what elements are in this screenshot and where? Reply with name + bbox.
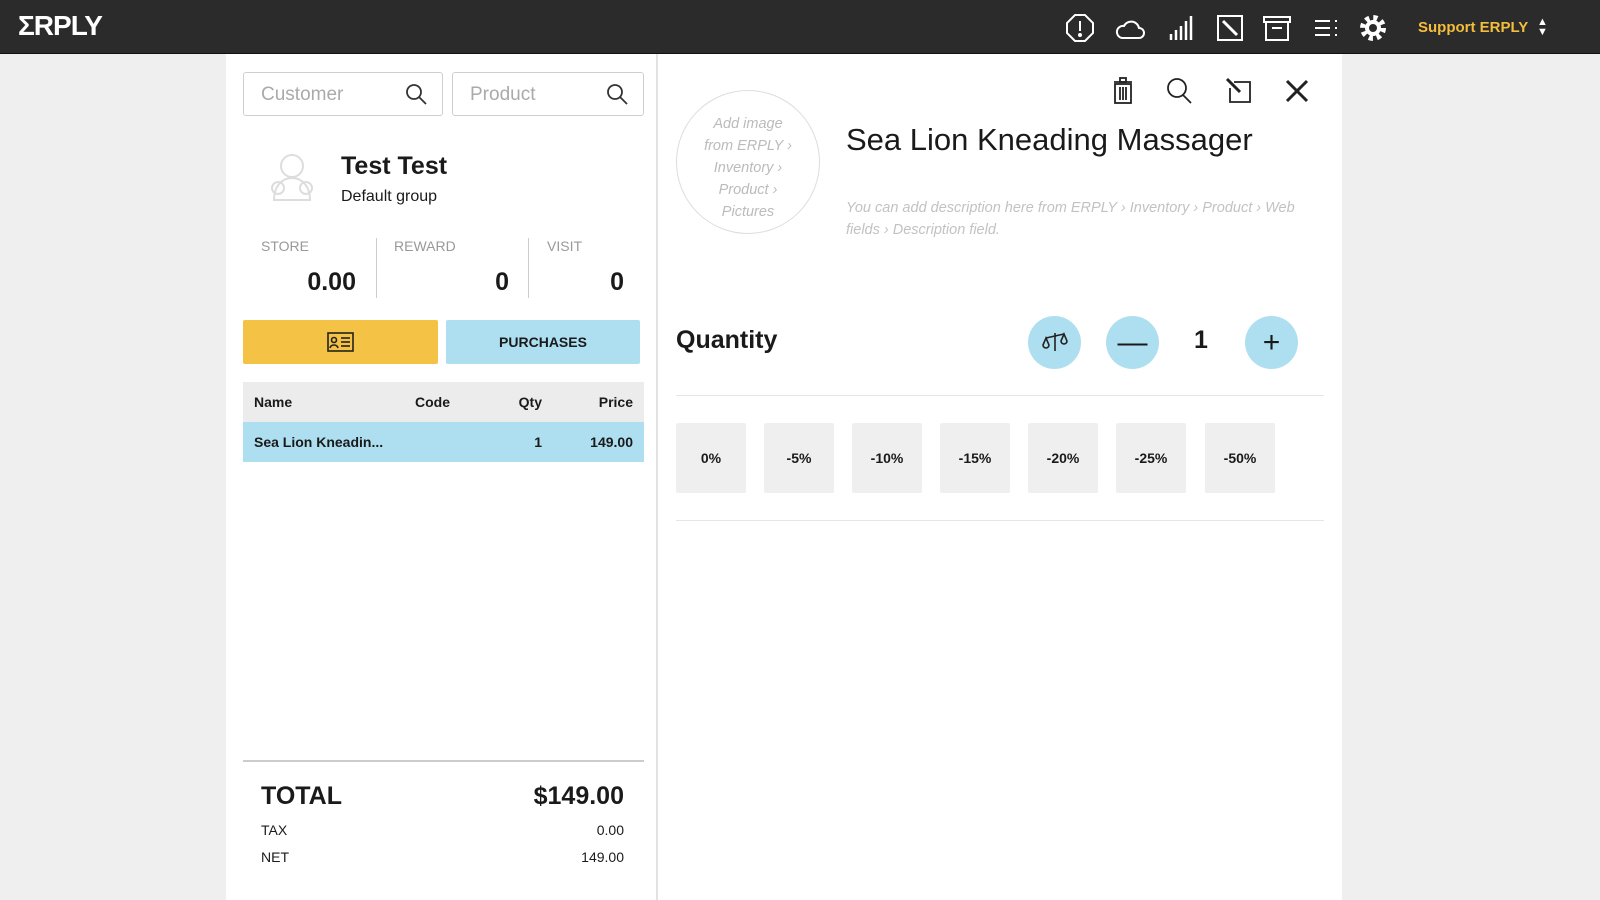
top-bar: ΣRPLY Support ERPLY ▲ ▼ xyxy=(0,0,1600,54)
user-menu-toggle-icon[interactable]: ▲ ▼ xyxy=(1537,16,1548,38)
row-qty: 1 xyxy=(534,434,542,450)
cart-panel: Customer Product Test Test Default group… xyxy=(226,54,658,900)
erply-logo: ΣRPLY xyxy=(18,10,103,41)
discount-25-button[interactable]: -25% xyxy=(1116,423,1186,493)
quantity-label: Quantity xyxy=(676,326,778,354)
gear-icon[interactable] xyxy=(1357,12,1389,44)
increase-quantity-button[interactable]: + xyxy=(1245,316,1298,369)
customer-search-input[interactable]: Customer xyxy=(243,72,443,116)
product-title: Sea Lion Kneading Massager xyxy=(846,122,1253,157)
decrease-quantity-button[interactable]: — xyxy=(1106,316,1159,369)
image-hint-line: from ERPLY › xyxy=(704,138,792,154)
header-name: Name xyxy=(254,394,293,410)
divider xyxy=(528,238,529,298)
search-icon xyxy=(406,84,427,105)
cloud-icon[interactable] xyxy=(1114,12,1146,44)
discount-5-button[interactable]: -5% xyxy=(764,423,834,493)
menu-icon[interactable] xyxy=(1310,12,1342,44)
discount-0-button[interactable]: 0% xyxy=(676,423,746,493)
edit-icon[interactable] xyxy=(1214,12,1246,44)
stat-reward-value: 0 xyxy=(495,268,509,296)
divider xyxy=(676,520,1324,521)
cart-table-header: Name Code Qty Price xyxy=(243,382,644,422)
customer-search-placeholder: Customer xyxy=(261,84,344,105)
product-search-placeholder: Product xyxy=(470,84,536,105)
image-hint-line: Pictures xyxy=(721,204,775,220)
divider xyxy=(243,760,644,762)
divider xyxy=(376,238,377,298)
discount-15-button[interactable]: -15% xyxy=(940,423,1010,493)
discount-20-button[interactable]: -20% xyxy=(1028,423,1098,493)
header-code: Code xyxy=(415,394,450,410)
cart-row[interactable]: Sea Lion Kneadin... 1 149.00 xyxy=(243,422,644,462)
stat-store-label: STORE xyxy=(261,238,309,254)
search-icon[interactable] xyxy=(1164,76,1194,106)
image-hint-line: Inventory › xyxy=(713,160,783,176)
customer-name: Test Test xyxy=(341,152,448,180)
divider xyxy=(676,395,1324,396)
stat-store-value: 0.00 xyxy=(307,268,356,296)
product-search-input[interactable]: Product xyxy=(452,72,644,116)
scale-icon xyxy=(1041,331,1068,351)
tax-label: TAX xyxy=(261,822,288,838)
stat-visit-value: 0 xyxy=(610,268,624,296)
discount-10-button[interactable]: -10% xyxy=(852,423,922,493)
stat-visit-label: VISIT xyxy=(547,238,583,254)
tax-value: 0.00 xyxy=(596,822,624,838)
total-label: TOTAL xyxy=(261,782,343,810)
customer-card-button[interactable] xyxy=(243,320,438,364)
purchases-button[interactable]: PURCHASES xyxy=(446,320,640,364)
customer-avatar-icon xyxy=(271,154,313,201)
net-value: 149.00 xyxy=(581,849,624,865)
product-description: You can add description here from ERPLY … xyxy=(846,200,1295,238)
total-value: $149.00 xyxy=(533,782,624,810)
product-image-placeholder[interactable]: Add image from ERPLY › Inventory › Produ… xyxy=(676,90,820,234)
discount-50-button[interactable]: -50% xyxy=(1205,423,1275,493)
user-menu[interactable]: Support ERPLY xyxy=(1418,19,1529,36)
quantity-value[interactable]: 1 xyxy=(1194,326,1208,354)
header-qty: Qty xyxy=(518,394,542,410)
signal-icon[interactable] xyxy=(1165,12,1197,44)
net-label: NET xyxy=(261,849,289,865)
header-price: Price xyxy=(598,394,633,410)
product-detail-panel: Add image from ERPLY › Inventory › Produ… xyxy=(658,54,1342,900)
row-name: Sea Lion Kneadin... xyxy=(254,434,384,450)
archive-icon[interactable] xyxy=(1261,12,1293,44)
customer-group: Default group xyxy=(341,188,438,205)
id-card-icon xyxy=(327,332,354,352)
image-hint-line: Add image xyxy=(713,116,783,132)
alert-icon[interactable] xyxy=(1064,12,1096,44)
stat-reward-label: REWARD xyxy=(394,238,456,254)
search-icon xyxy=(607,84,628,105)
trash-icon[interactable] xyxy=(1108,76,1138,106)
scale-button[interactable] xyxy=(1028,316,1081,369)
row-price: 149.00 xyxy=(590,434,633,450)
edit-icon[interactable] xyxy=(1224,76,1254,106)
image-hint-line: Product › xyxy=(718,182,778,198)
close-icon[interactable] xyxy=(1282,76,1312,106)
